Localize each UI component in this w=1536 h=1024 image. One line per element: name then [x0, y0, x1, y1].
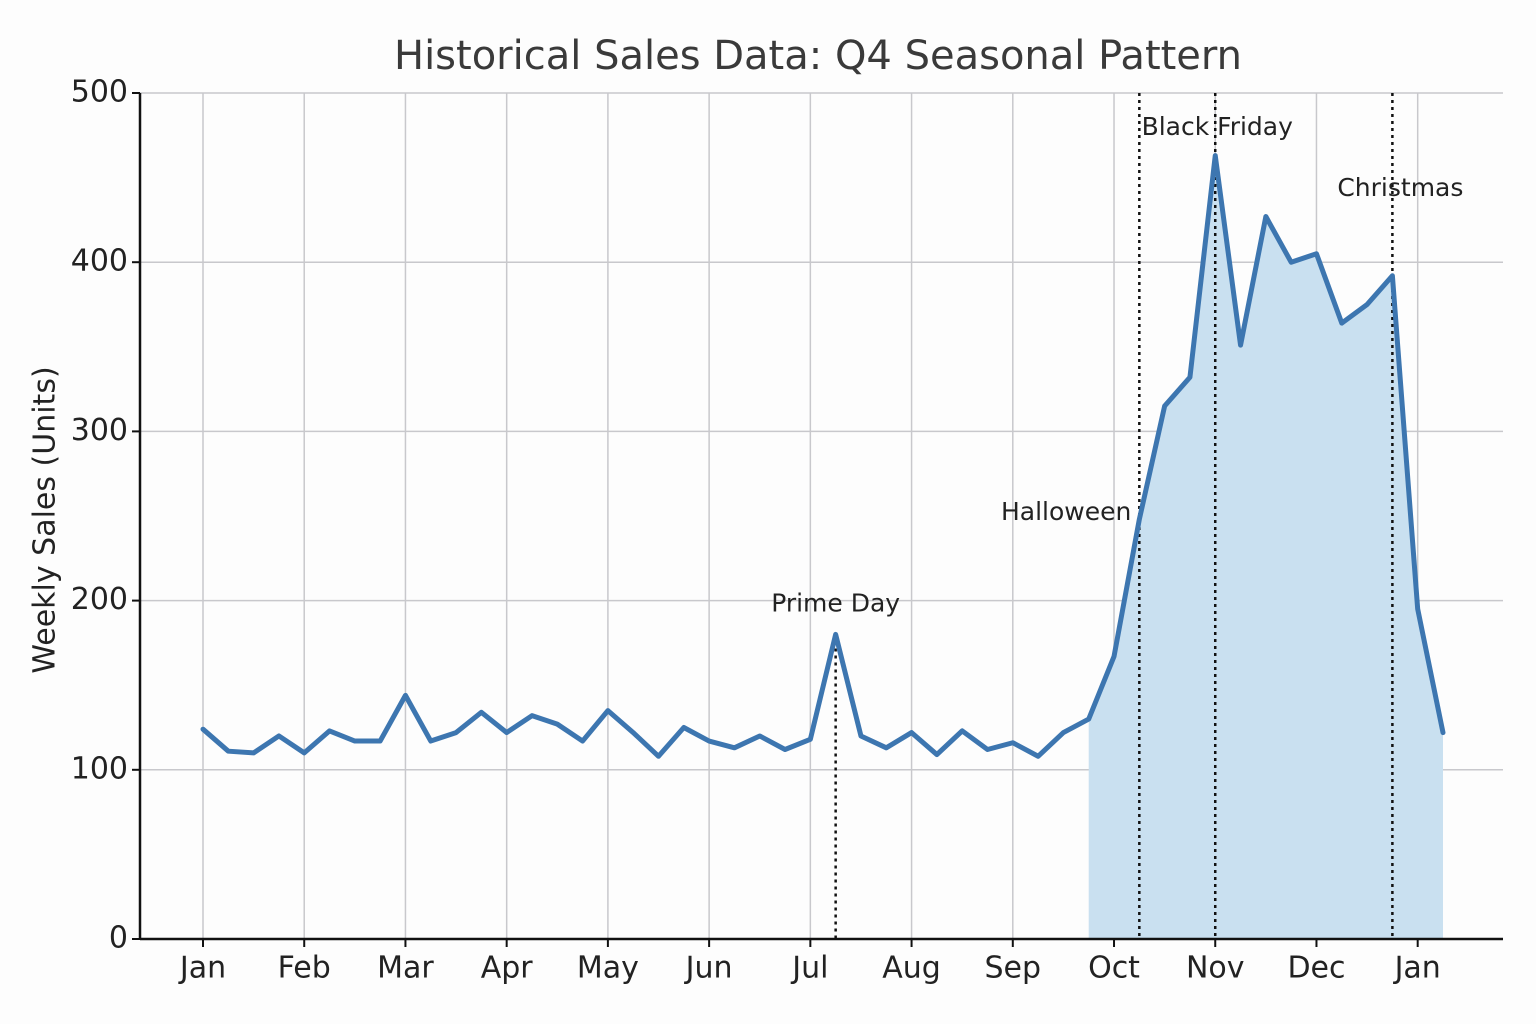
x-tick-label: Dec [1287, 951, 1345, 986]
y-tick-label: 300 [71, 413, 128, 448]
x-tick-label: Jun [684, 951, 733, 986]
x-tick-label: Jan [1393, 951, 1441, 986]
x-tick-label: Feb [278, 951, 331, 986]
x-tick-label: Sep [985, 951, 1042, 986]
annotation-label: Black Friday [1142, 112, 1294, 141]
x-tick-label: Apr [481, 951, 534, 986]
line [200, 153, 1446, 759]
y-tick-label: 500 [71, 75, 128, 110]
chart-title: Historical Sales Data: Q4 Seasonal Patte… [394, 33, 1242, 79]
annotation-label: Christmas [1337, 173, 1463, 202]
x-tick-label: Nov [1186, 951, 1245, 986]
x-tick-label: Mar [377, 951, 434, 986]
y-axis-label: Weekly Sales (Units) [28, 366, 63, 673]
y-tick-label: 200 [71, 582, 128, 617]
x-tick-label: Oct [1088, 951, 1140, 986]
x-tick-label: May [577, 951, 639, 986]
annotation-label: Halloween [1001, 497, 1131, 526]
y-tick-label: 100 [71, 751, 128, 786]
annotation-label: Prime Day [771, 588, 900, 617]
y-tick-label: 0 [109, 921, 128, 956]
x-tick-label: Jan [178, 951, 226, 986]
x-tick-label: Aug [882, 951, 941, 986]
x-tick-label: Jul [790, 951, 828, 986]
area [1088, 155, 1443, 939]
y-tick-label: 400 [71, 244, 128, 279]
